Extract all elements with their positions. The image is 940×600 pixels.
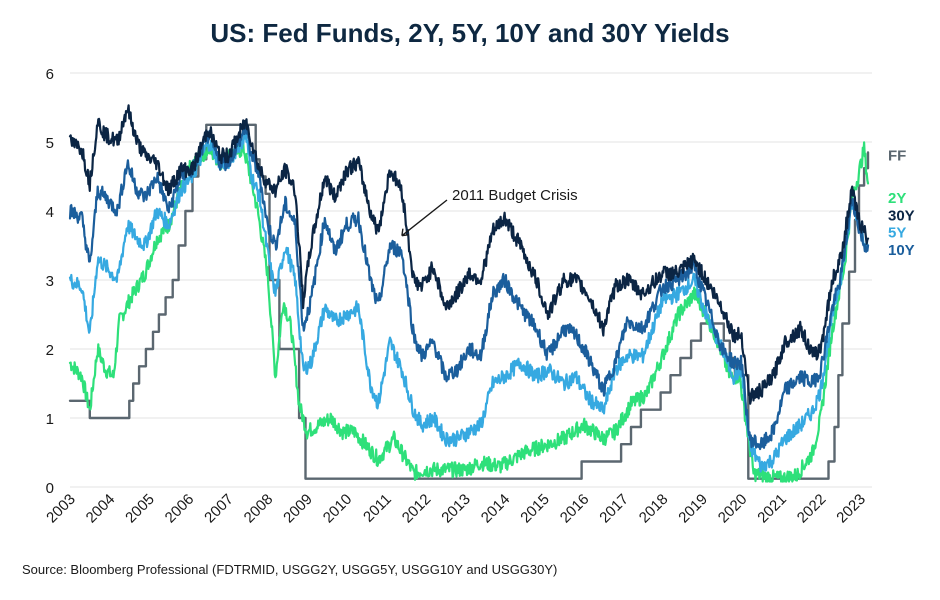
x-tick-label: 2009 — [280, 491, 316, 527]
x-tick-label: 2010 — [320, 491, 356, 527]
annotation: 2011 Budget Crisis — [401, 187, 578, 237]
legend-item-30Y: 30Y — [888, 207, 915, 224]
x-tick-label: 2022 — [794, 491, 830, 527]
chart-title: US: Fed Funds, 2Y, 5Y, 10Y and 30Y Yield… — [210, 18, 730, 48]
x-axis-ticks: 2003 2004 2005 2006 2007 2008 2009 2010 2011 2012… — [43, 491, 869, 527]
source-note: Source: Bloomberg Professional (FDTRMID,… — [22, 562, 558, 577]
y-tick-label: 1 — [46, 411, 54, 428]
series-line-30Y — [68, 104, 870, 405]
x-tick-label: 2008 — [241, 491, 277, 527]
chart-area: 0 1 2 3 4 5 6 2003 2004 2005 2006 2007 2008 2009 2010… — [43, 66, 915, 527]
y-tick-label: 6 — [46, 66, 54, 83]
series-lines — [68, 104, 870, 483]
legend-item-10Y: 10Y — [888, 242, 915, 259]
x-tick-label: 2005 — [122, 491, 158, 527]
x-tick-label: 2023 — [833, 491, 869, 527]
x-tick-label: 2019 — [675, 491, 711, 527]
x-tick-label: 2020 — [715, 491, 751, 527]
annotation-label: 2011 Budget Crisis — [452, 187, 578, 204]
legend-item-2Y: 2Y — [888, 190, 906, 207]
legend-item-FF: FF — [888, 147, 906, 164]
y-tick-label: 2 — [46, 342, 54, 359]
annotation-arrow — [401, 199, 448, 237]
y-axis-ticks: 0 1 2 3 4 5 6 — [46, 66, 54, 497]
x-tick-label: 2016 — [557, 491, 593, 527]
x-tick-label: 2006 — [162, 491, 198, 527]
y-tick-label: 5 — [46, 135, 54, 152]
x-tick-label: 2015 — [517, 491, 553, 527]
x-tick-label: 2011 — [360, 491, 395, 526]
x-tick-label: 2018 — [636, 491, 672, 527]
y-tick-label: 4 — [46, 204, 54, 221]
y-tick-label: 0 — [46, 480, 54, 497]
legend-item-5Y: 5Y — [888, 225, 906, 242]
x-tick-label: 2012 — [399, 491, 435, 527]
x-tick-label: 2007 — [201, 491, 237, 527]
x-tick-label: 2017 — [596, 491, 632, 527]
x-tick-label: 2013 — [438, 491, 474, 527]
x-tick-label: 2021 — [754, 491, 790, 527]
x-tick-label: 2014 — [478, 491, 514, 527]
y-tick-label: 3 — [46, 273, 54, 290]
series-line-FF — [68, 123, 870, 480]
x-tick-label: 2004 — [83, 491, 119, 527]
